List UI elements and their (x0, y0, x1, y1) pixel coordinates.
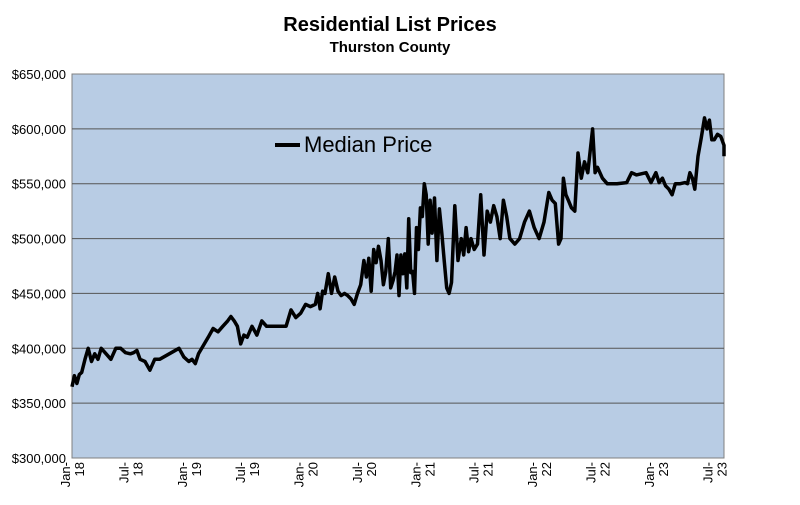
x-tick-label: Jan-22 (525, 462, 554, 487)
x-axis-tick-labels: Jan-18 Jul-18 Jan-19 Jul-19 Jan-20 Jul-20 Jan-… (58, 462, 729, 487)
x-tick-label: Jul-21 (467, 462, 496, 483)
y-tick-label: $300,000 (12, 451, 66, 466)
y-axis-tick-labels: $300,000 $350,000 $400,000 $450,000 $500,000… (12, 67, 66, 466)
legend: Median Price (275, 132, 432, 157)
y-tick-label: $600,000 (12, 122, 66, 137)
series-layer (70, 116, 726, 388)
series-line-median-price (70, 116, 726, 388)
y-tick-label: $400,000 (12, 341, 66, 356)
x-tick-label: Jul-22 (583, 462, 612, 483)
y-tick-label: $350,000 (12, 396, 66, 411)
chart-title: Residential List Prices (283, 14, 496, 36)
x-tick-label: Jul-23 (700, 462, 729, 483)
y-tick-label: $450,000 (12, 286, 66, 301)
y-tick-label: $650,000 (12, 67, 66, 82)
y-tick-label: $550,000 (12, 177, 66, 192)
x-tick-label: Jan-20 (292, 462, 321, 487)
y-tick-label: $500,000 (12, 232, 66, 247)
x-tick-label: Jul-20 (350, 462, 379, 483)
x-tick-label: Jan-23 (642, 462, 671, 487)
x-tick-label: Jan-18 (58, 462, 87, 487)
x-tick-label: Jul-19 (233, 462, 262, 483)
x-tick-label: Jul-18 (116, 462, 145, 483)
legend-label-median-price: Median Price (304, 132, 432, 157)
x-tick-label: Jan-19 (175, 462, 204, 487)
x-tick-label: Jan-21 (408, 462, 437, 487)
chart-subtitle: Thurston County (330, 39, 451, 56)
